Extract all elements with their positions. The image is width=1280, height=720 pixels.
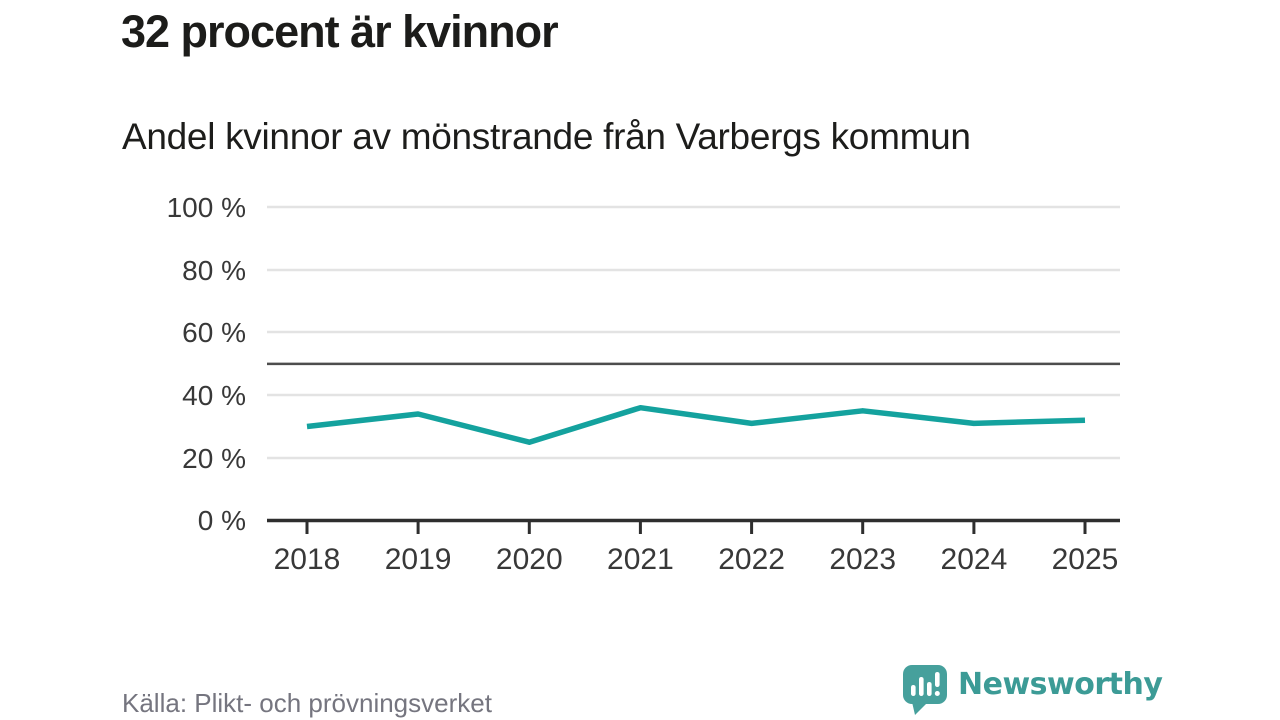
y-axis-labels: 100 % 80 % 60 % 40 % 20 % 0 %: [167, 192, 246, 536]
y-axis-label: 80 %: [182, 255, 246, 286]
data-line: [306, 404, 1086, 445]
newsworthy-logo: Newsworthy: [902, 664, 1163, 716]
x-axis-label: 2025: [1052, 543, 1119, 576]
x-axis-label: 2018: [274, 543, 341, 576]
y-axis-label: 60 %: [182, 317, 246, 348]
newsworthy-chart-bubble-icon: [903, 665, 947, 715]
y-axis-label: 20 %: [182, 443, 246, 474]
x-axis-labels: 2018 2019 2020 2021 2022 2023 2024 2025: [274, 543, 1119, 576]
gridlines: [267, 205, 1120, 460]
x-axis-label: 2023: [829, 543, 896, 576]
x-axis-label: 2020: [496, 543, 563, 576]
y-axis-label: 0 %: [198, 505, 246, 536]
x-axis-label: 2024: [941, 543, 1008, 576]
source-note: Källa: Plikt- och prövningsverket: [122, 688, 492, 718]
x-axis-label: 2019: [385, 543, 452, 576]
chart-title: Andel kvinnor av mönstrande från Varberg…: [122, 116, 971, 157]
y-axis-label: 40 %: [182, 380, 246, 411]
x-axis-ticks: [305, 522, 1087, 534]
y-axis-label: 100 %: [167, 192, 246, 223]
newsworthy-logo-text: Newsworthy: [958, 667, 1163, 702]
headline: 32 procent är kvinnor: [121, 6, 559, 57]
x-axis-label: 2022: [718, 543, 785, 576]
x-axis-label: 2021: [607, 543, 674, 576]
